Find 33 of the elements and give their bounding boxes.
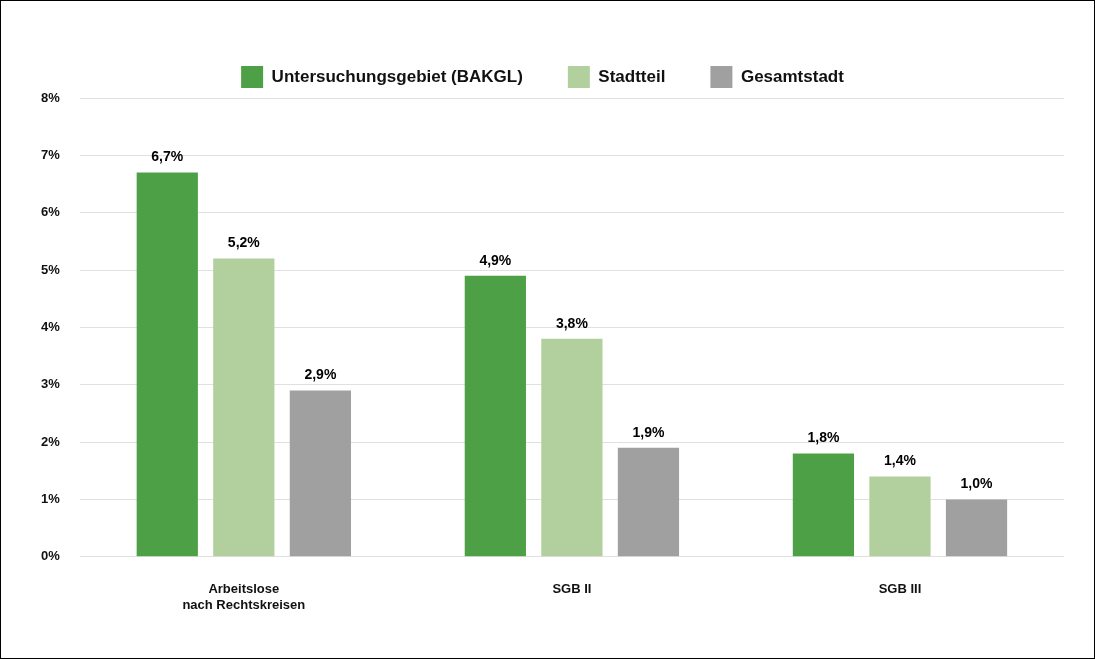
bar — [464, 275, 526, 557]
data-label: 2,9% — [304, 366, 337, 383]
y-tick-label: 0% — [40, 548, 61, 564]
x-tick-label: SGB III — [878, 581, 922, 597]
data-label: 1,4% — [884, 452, 917, 469]
y-tick-label: 8% — [40, 89, 61, 105]
bar — [136, 172, 198, 557]
bar — [617, 447, 680, 557]
data-label: 4,9% — [479, 251, 512, 268]
y-tick-label: 1% — [40, 491, 61, 507]
bar — [945, 499, 1008, 557]
legend-label: Stadtteil — [598, 66, 666, 86]
x-tick-label: Arbeitslose nach Rechtskreisen — [182, 581, 306, 612]
bar — [541, 338, 603, 557]
y-tick-label: 3% — [40, 376, 61, 392]
data-label: 1,0% — [960, 475, 994, 492]
legend-label: Untersuchungsgebiet (BAKGL) — [271, 66, 523, 86]
data-label: 6,7% — [151, 148, 184, 165]
y-tick-label: 2% — [40, 433, 61, 449]
y-tick-label: 5% — [40, 261, 61, 277]
x-tick-label: SGB II — [552, 581, 592, 597]
y-tick-label: 4% — [40, 318, 61, 334]
y-tick-label: 7% — [40, 146, 61, 162]
y-tick-label: 6% — [40, 204, 61, 220]
bar — [213, 258, 275, 557]
data-label: 1,8% — [807, 429, 840, 446]
bar — [869, 476, 931, 557]
data-label: 3,8% — [555, 314, 589, 331]
bar — [289, 390, 351, 557]
data-label: 1,9% — [632, 423, 665, 440]
legend-label: Gesamtstadt — [740, 66, 845, 86]
bar — [792, 453, 855, 557]
data-label: 5,2% — [227, 234, 261, 251]
